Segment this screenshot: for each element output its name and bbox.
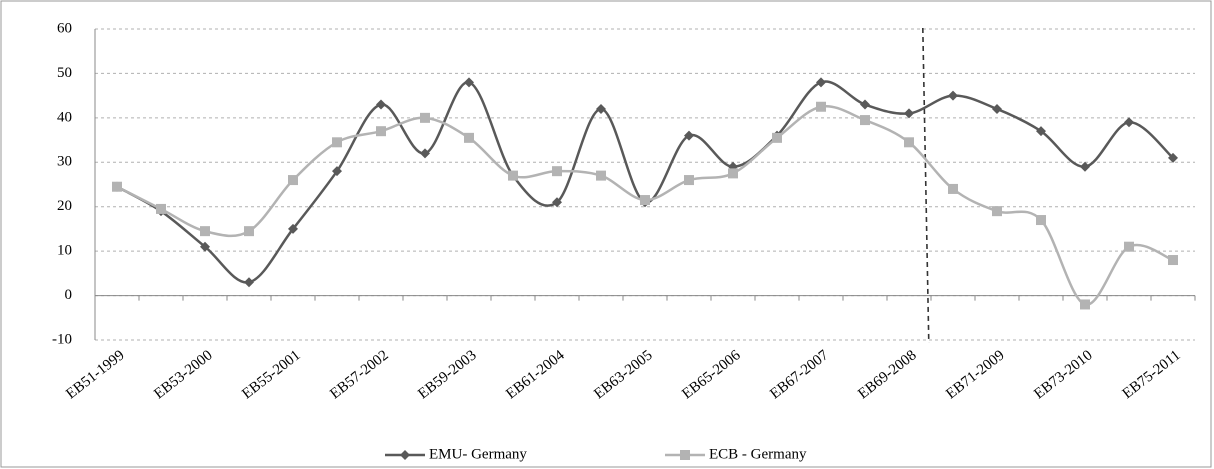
divider xyxy=(922,27,930,344)
point xyxy=(508,170,518,181)
point xyxy=(948,183,958,194)
point xyxy=(420,148,430,159)
point xyxy=(376,99,386,110)
point xyxy=(1168,255,1178,266)
y-tick-label: 10 xyxy=(57,243,72,259)
point xyxy=(112,181,122,192)
point xyxy=(684,175,694,186)
legend-marker xyxy=(680,450,690,460)
point xyxy=(816,77,826,88)
point xyxy=(1036,215,1046,226)
point xyxy=(464,132,474,143)
y-tick-label: 30 xyxy=(57,154,72,170)
point xyxy=(244,226,254,237)
point xyxy=(1124,117,1134,128)
point xyxy=(420,112,430,123)
point xyxy=(552,166,562,177)
series-line xyxy=(116,80,1174,284)
point xyxy=(332,137,342,148)
point xyxy=(1168,152,1178,163)
point xyxy=(200,226,210,237)
point xyxy=(904,108,914,119)
point xyxy=(1080,299,1090,310)
point xyxy=(992,206,1002,217)
point xyxy=(552,197,562,208)
point xyxy=(684,130,694,141)
point xyxy=(200,241,210,252)
point xyxy=(244,277,254,288)
point xyxy=(992,103,1002,114)
y-tick-label: 20 xyxy=(57,198,72,214)
y-tick-label: 50 xyxy=(57,65,72,81)
point xyxy=(728,168,738,179)
point xyxy=(816,101,826,112)
point xyxy=(1124,241,1134,252)
point xyxy=(860,99,870,110)
y-tick-label: -10 xyxy=(52,331,72,347)
point xyxy=(1080,161,1090,172)
point xyxy=(596,103,606,114)
point xyxy=(376,126,386,137)
point xyxy=(1036,126,1046,137)
point xyxy=(288,175,298,186)
point xyxy=(332,166,342,177)
point xyxy=(948,90,958,101)
y-tick-label: 40 xyxy=(57,109,72,125)
point xyxy=(288,223,298,234)
y-tick-label: 0 xyxy=(65,287,73,303)
legend-label: EMU- Germany xyxy=(429,446,527,462)
point xyxy=(904,137,914,148)
point xyxy=(464,77,474,88)
point xyxy=(772,132,782,143)
legend-marker xyxy=(400,450,410,460)
point xyxy=(596,170,606,181)
point xyxy=(640,195,650,206)
y-tick-label: 60 xyxy=(57,20,72,36)
point xyxy=(860,115,870,126)
point xyxy=(156,203,166,214)
legend-label: ECB - Germany xyxy=(709,446,807,462)
